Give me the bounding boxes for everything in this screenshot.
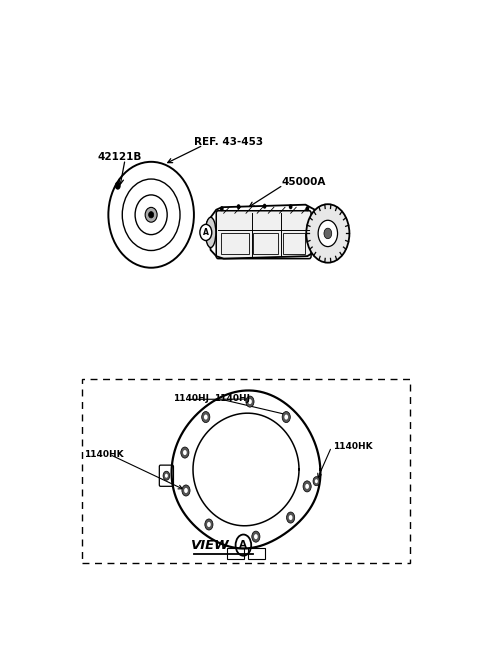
Bar [253,233,277,253]
Circle shape [324,228,332,238]
Circle shape [306,204,349,263]
Circle shape [289,515,292,520]
Circle shape [202,411,210,422]
Circle shape [115,181,121,190]
Circle shape [303,481,311,492]
Text: A: A [240,540,247,550]
Circle shape [263,204,266,209]
Circle shape [287,512,295,523]
Circle shape [305,484,309,489]
Bar [283,233,305,253]
Text: 1140HK: 1140HK [84,450,124,459]
Circle shape [254,534,258,539]
Text: 1140HK: 1140HK [334,442,373,451]
FancyBboxPatch shape [216,211,311,259]
Text: 1140HJ: 1140HJ [215,394,251,403]
Circle shape [184,488,188,493]
Circle shape [237,204,240,209]
Text: A: A [203,228,209,237]
Text: 45000A: 45000A [281,177,326,187]
Circle shape [182,485,190,496]
Circle shape [165,474,168,477]
Bar [227,548,244,559]
Ellipse shape [145,208,157,222]
Text: REF. 43-453: REF. 43-453 [194,137,263,147]
Circle shape [313,477,320,486]
Circle shape [181,447,189,458]
Ellipse shape [205,217,216,248]
Circle shape [305,206,309,212]
Bar [221,233,249,253]
Circle shape [204,415,208,420]
Text: VIEW: VIEW [191,538,229,552]
Circle shape [163,471,170,480]
Text: 1140HJ: 1140HJ [173,394,209,403]
Circle shape [246,396,254,407]
Circle shape [220,206,224,212]
Circle shape [205,519,213,530]
Circle shape [183,450,187,455]
Circle shape [200,225,212,240]
Circle shape [252,531,260,542]
Circle shape [282,411,290,422]
Circle shape [315,479,318,483]
Circle shape [289,204,292,209]
Circle shape [248,399,252,404]
Bar [248,548,265,559]
Circle shape [284,415,288,420]
Ellipse shape [149,212,154,218]
Circle shape [207,522,211,527]
Bar [83,379,409,563]
Circle shape [318,220,337,246]
Text: 42121B: 42121B [97,152,142,162]
